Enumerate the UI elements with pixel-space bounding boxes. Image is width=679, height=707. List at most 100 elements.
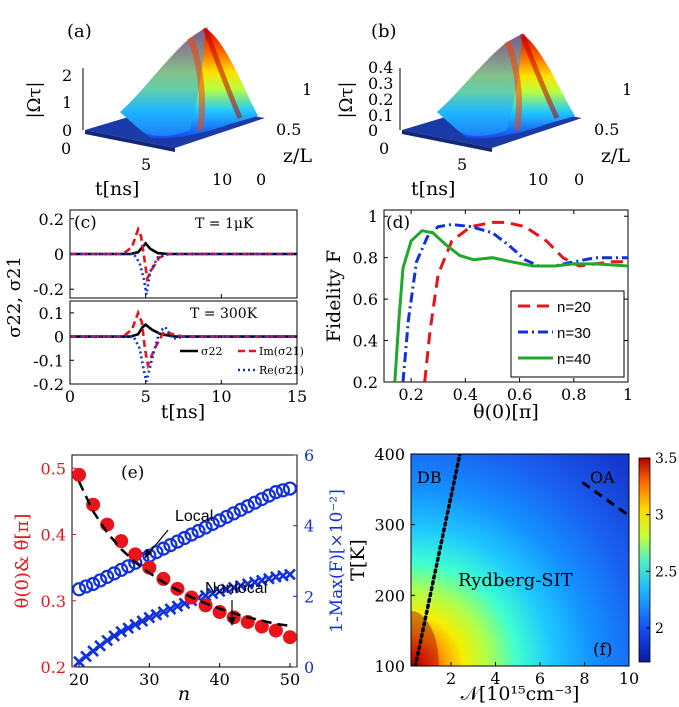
panel-b-z-tick-4: 0.4	[368, 58, 393, 77]
panel-e-local-point	[240, 499, 255, 514]
panel-e-nonlocal-point	[150, 608, 163, 621]
panel-e-local-point	[121, 559, 136, 574]
panel-f-heatmap	[411, 454, 629, 666]
panel-e-ytick-left-label: 0.4	[41, 526, 66, 545]
panel-e-local-point	[233, 502, 248, 517]
panel-f-xtick-label: 2	[446, 669, 456, 688]
panel-c-bottom-frame	[69, 300, 298, 385]
panel-e-local-point	[85, 576, 101, 592]
panel-d-ytick-label: 0.4	[353, 332, 378, 351]
panel-b-z-tick-0: 0	[368, 121, 378, 140]
panel-e-nonlocal-point	[157, 605, 170, 618]
panel-e-local-point	[226, 506, 241, 521]
panel-e-nonlocal-point	[122, 622, 135, 635]
panel-e-local-point	[261, 488, 276, 503]
panel-a-y-label: z/L	[283, 145, 312, 167]
panel-c-y-label: σ22, σ21	[4, 256, 25, 338]
panel-c-line-1-im	[70, 309, 297, 370]
panel-a-label: (a)	[67, 21, 92, 42]
panel-c-ytick-label: 0.1	[39, 304, 64, 323]
panel-f-x-label: 𝒩[10¹⁵cm⁻³]	[461, 683, 580, 705]
panel-f-region-sit: Rydberg-SIT	[458, 570, 573, 591]
panel-e-scaling: (e) 20 30 40 50 0.2 0.3 0.4 0.5 0 2 4 6 Local Nonlo…	[12, 446, 347, 705]
panel-e-ytick-right-label: 0	[304, 658, 314, 677]
panel-a-x-label: t[ns]	[95, 178, 139, 200]
panel-b-x-label: t[ns]	[411, 178, 455, 200]
panel-b-y-tick-0: 0	[574, 170, 584, 189]
panel-e-xtick-label: 50	[280, 670, 300, 689]
panel-f-phase-diagram: 2 4 6 8 10 100 200 300 400 DB OA Rydberg-SIT (f)…	[347, 445, 677, 705]
panel-c-ytick-label: 0.2	[39, 210, 64, 229]
panel-c-legend-label-s22: σ22	[201, 345, 223, 358]
panel-f-colorbar-label: 3.5	[655, 451, 677, 467]
panel-e-local-point	[198, 520, 213, 535]
panel-e-local-point	[78, 579, 94, 594]
panel-e-local-point	[247, 495, 262, 510]
panel-e-ytick-right-label: 6	[304, 446, 314, 465]
panel-b-label: (b)	[371, 21, 397, 42]
panel-e-local-point	[191, 523, 206, 539]
panel-a-z-tick-1: 1	[62, 93, 72, 112]
panel-e-local-point	[71, 582, 87, 597]
panel-d-legend: n=20 n=30 n=40	[510, 290, 625, 378]
panel-e-local-point	[100, 569, 115, 585]
panel-f-region-db: DB	[417, 468, 442, 487]
panel-e-local-point	[268, 485, 284, 500]
panel-f-ytick-label: 300	[374, 516, 405, 535]
panel-e-theta-fit	[77, 480, 291, 628]
panel-a-z-tick-2: 2	[62, 66, 72, 85]
panel-e-ytick-left-label: 0.5	[41, 459, 66, 478]
panel-e-x-label: n	[178, 683, 190, 705]
panel-e-nonlocal-point	[108, 629, 121, 642]
panel-e-theta-point	[198, 598, 213, 613]
panel-c-label: (c)	[74, 213, 97, 233]
panel-d-fidelity: (d) 0.2 0.4 0.6 0.8 10.20.40.60.81 n=20n=30n…	[323, 207, 633, 423]
panel-c-xtick-label: 15	[287, 387, 307, 406]
panel-b-surface: (b) 0 0.1 0.2 0.3 0.4 |Ωτ| 0 5 10 t[ns] …	[336, 21, 632, 200]
panel-c-ytick-label: 0	[54, 328, 64, 347]
panel-e-theta-point	[254, 619, 269, 634]
panel-e-local-annotation: Local	[175, 508, 213, 525]
panel-d-legend-label-0: n=20	[557, 299, 591, 316]
panel-c-legend-label-re: Re(σ21)	[259, 364, 304, 377]
panel-e-theta-point	[212, 605, 227, 620]
panel-f-xtick-label: 4	[490, 669, 500, 688]
panel-d-ytick-label: 0.2	[353, 373, 378, 392]
panel-c-x-label: t[ns]	[161, 401, 205, 423]
panel-f-xtick-label: 10	[619, 669, 639, 688]
panel-d-xtick-label: 1	[623, 385, 633, 404]
panel-a-y-tick-0: 0	[256, 170, 266, 189]
panel-e-nonlocal-point	[101, 634, 114, 647]
panel-d-ytick-label: 1	[368, 207, 378, 226]
panel-e-ytick-right-label: 4	[304, 517, 314, 536]
panel-e-nonlocal-point	[143, 611, 156, 624]
panel-e-theta-point	[268, 623, 283, 638]
panel-b-x-tick-0: 0	[379, 139, 389, 158]
panel-c-line-0-s22	[70, 241, 297, 256]
panel-f-colorbar-label: 3	[655, 508, 664, 524]
panel-c-legend: σ22 Im(σ21) Re(σ21)	[180, 345, 304, 377]
panel-f-y-label: T[K]	[347, 539, 369, 581]
panel-f-colorbar	[638, 457, 651, 663]
panel-e-local-point	[163, 537, 178, 553]
panel-e-label: (e)	[121, 463, 144, 483]
panel-e-ytick-left-label: 0.2	[41, 658, 66, 677]
panel-f-label: (f)	[593, 640, 613, 660]
panel-e-theta-point	[114, 534, 129, 549]
panel-d-label: (d)	[386, 213, 410, 233]
panel-a-y-tick-1: 0.5	[276, 120, 301, 139]
panel-d-series-2	[393, 229, 628, 382]
panel-d-xtick-label: 0.8	[561, 385, 586, 404]
panel-f-ytick-label: 100	[374, 657, 405, 676]
panel-d-xtick-label: 0.4	[453, 385, 478, 404]
panel-e-theta-point	[128, 547, 143, 562]
panel-f-colorbar-label: 2	[655, 621, 664, 637]
panel-a-z-tick-0: 0	[62, 121, 72, 140]
panel-e-local-point	[93, 573, 108, 588]
panel-c-xtick-label: 5	[141, 387, 151, 406]
panel-d-y-label: Fidelity F	[323, 250, 345, 342]
panel-e-xtick-label: 30	[139, 670, 159, 689]
panel-f-xtick-label: 6	[535, 669, 545, 688]
panel-c-bottom-annotation: T = 300K	[190, 306, 258, 322]
panel-c-line-1-s22	[70, 323, 297, 338]
